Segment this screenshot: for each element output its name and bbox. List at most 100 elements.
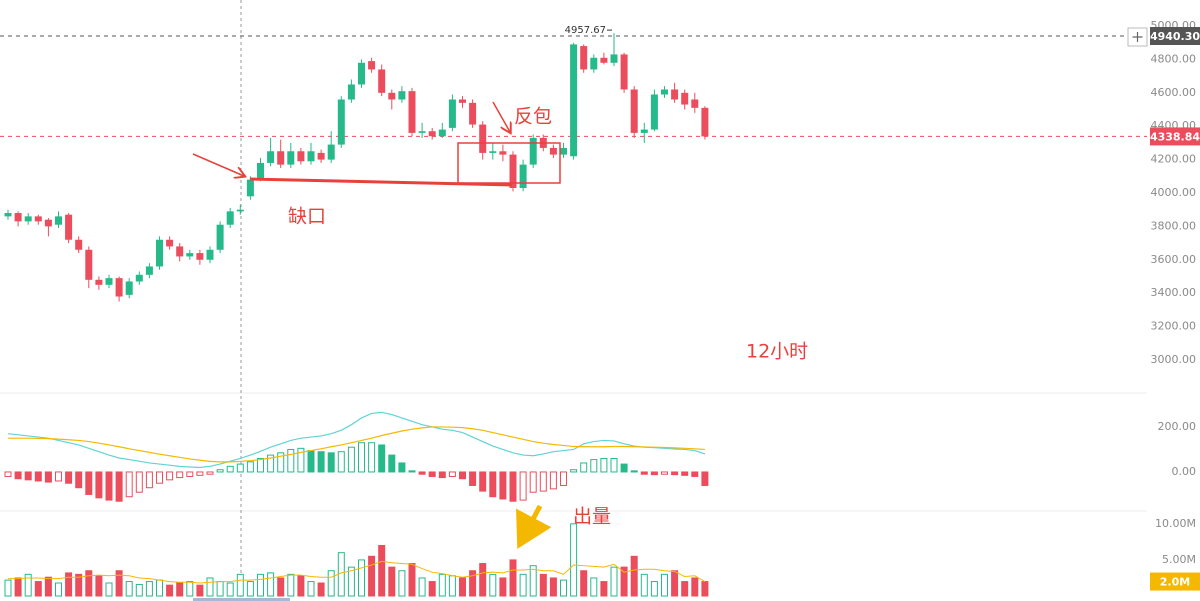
price-badge-label: 4338.84	[1150, 130, 1200, 143]
y-tick-label: 4800.00	[1151, 52, 1197, 65]
volume-bar	[297, 575, 305, 597]
macd-bar	[65, 471, 73, 484]
candle-body	[681, 92, 689, 105]
candle-body	[55, 216, 62, 225]
macd-bar	[317, 451, 325, 473]
volume-bar	[661, 573, 668, 597]
macd-bar	[125, 471, 133, 498]
macd-bar	[135, 471, 143, 493]
annotation: 缺口	[288, 206, 326, 228]
y-tick-label: 3800.00	[1151, 219, 1197, 232]
high-label: 4957.67	[565, 25, 606, 36]
macd-bar	[428, 471, 436, 477]
volume-bar	[418, 577, 426, 597]
macd-bar	[14, 471, 22, 480]
macd-bar	[681, 471, 689, 476]
macd-bar	[378, 444, 386, 473]
volume-bar	[287, 573, 295, 597]
macd-bar	[44, 471, 52, 483]
volume-bar	[226, 582, 234, 597]
volume-bar	[95, 575, 103, 597]
volume-bar	[34, 581, 42, 597]
annotation: 反包	[514, 106, 552, 128]
candle-body	[337, 99, 345, 145]
macd-bar	[206, 471, 214, 475]
volume-bar	[145, 581, 153, 597]
volume-bar	[358, 559, 365, 597]
macd-bar	[610, 457, 618, 473]
volume-bar	[85, 570, 93, 597]
candle-body	[398, 91, 406, 100]
add-icon	[1132, 32, 1143, 42]
candle-body	[156, 239, 163, 267]
volume-bar	[681, 581, 689, 597]
candle-body	[125, 281, 133, 295]
y-tick-label: 5.00M	[1162, 553, 1196, 566]
volume-bar	[115, 570, 123, 597]
candle-body	[65, 214, 73, 240]
macd-bar	[630, 470, 638, 473]
candle-body	[257, 162, 264, 178]
macd-bar	[448, 471, 456, 477]
macd-bar	[438, 471, 446, 479]
volume-bar	[499, 577, 507, 597]
volume-bar	[267, 572, 275, 597]
candle-body	[448, 99, 456, 128]
gap-line	[249, 177, 513, 187]
crosshair-marker	[193, 598, 290, 601]
candle-body	[166, 239, 174, 247]
macd-bar	[105, 471, 113, 501]
macd-bar	[539, 471, 547, 492]
volume-bar	[44, 576, 52, 597]
candle-body	[620, 54, 628, 90]
volume-arrow	[516, 504, 552, 549]
candle-body	[661, 89, 668, 95]
volume-bar	[125, 581, 133, 597]
candle-body	[327, 144, 335, 160]
candle-body	[105, 278, 113, 285]
macd-bar	[34, 471, 42, 482]
volume-bar	[509, 559, 517, 597]
candle-body	[489, 151, 497, 153]
volume-bar	[438, 573, 446, 597]
volume-bar	[4, 579, 12, 597]
candle-body	[549, 147, 557, 155]
candle-body	[570, 44, 578, 157]
y-tick-label: 3000.00	[1151, 353, 1197, 366]
volume-bar	[600, 581, 608, 597]
candle-body	[317, 152, 325, 160]
candle-body	[378, 69, 386, 93]
candle-body	[610, 54, 618, 63]
macd-bar	[691, 471, 699, 477]
candle-body	[236, 209, 244, 212]
candle-body	[145, 266, 153, 275]
candle-body	[701, 107, 709, 137]
volume-bar	[448, 575, 456, 597]
macd-bar	[75, 471, 83, 489]
volume-bar	[388, 566, 396, 597]
candle-body	[246, 179, 254, 197]
volume-bar	[519, 573, 527, 597]
macd-bar	[560, 471, 567, 486]
volume-bar	[186, 581, 194, 597]
macd-bar	[388, 454, 396, 473]
macd-bar	[418, 471, 426, 475]
macd-bar	[347, 446, 355, 473]
volume-bar	[317, 582, 325, 597]
macd-bar	[216, 469, 224, 473]
volume-bar	[216, 581, 224, 597]
volume-bar	[529, 565, 537, 597]
volume-bar	[590, 577, 598, 597]
macd-bar	[590, 459, 598, 473]
macd-bar	[156, 471, 163, 484]
candle-body	[691, 99, 699, 108]
macd-bar	[368, 442, 376, 473]
candle-body	[14, 213, 22, 222]
candle-body	[469, 102, 477, 125]
macd-bar	[85, 471, 93, 495]
candle-body	[600, 57, 608, 63]
volume-bar	[620, 566, 628, 597]
volume-bar	[610, 566, 618, 597]
candle-body	[176, 246, 184, 257]
